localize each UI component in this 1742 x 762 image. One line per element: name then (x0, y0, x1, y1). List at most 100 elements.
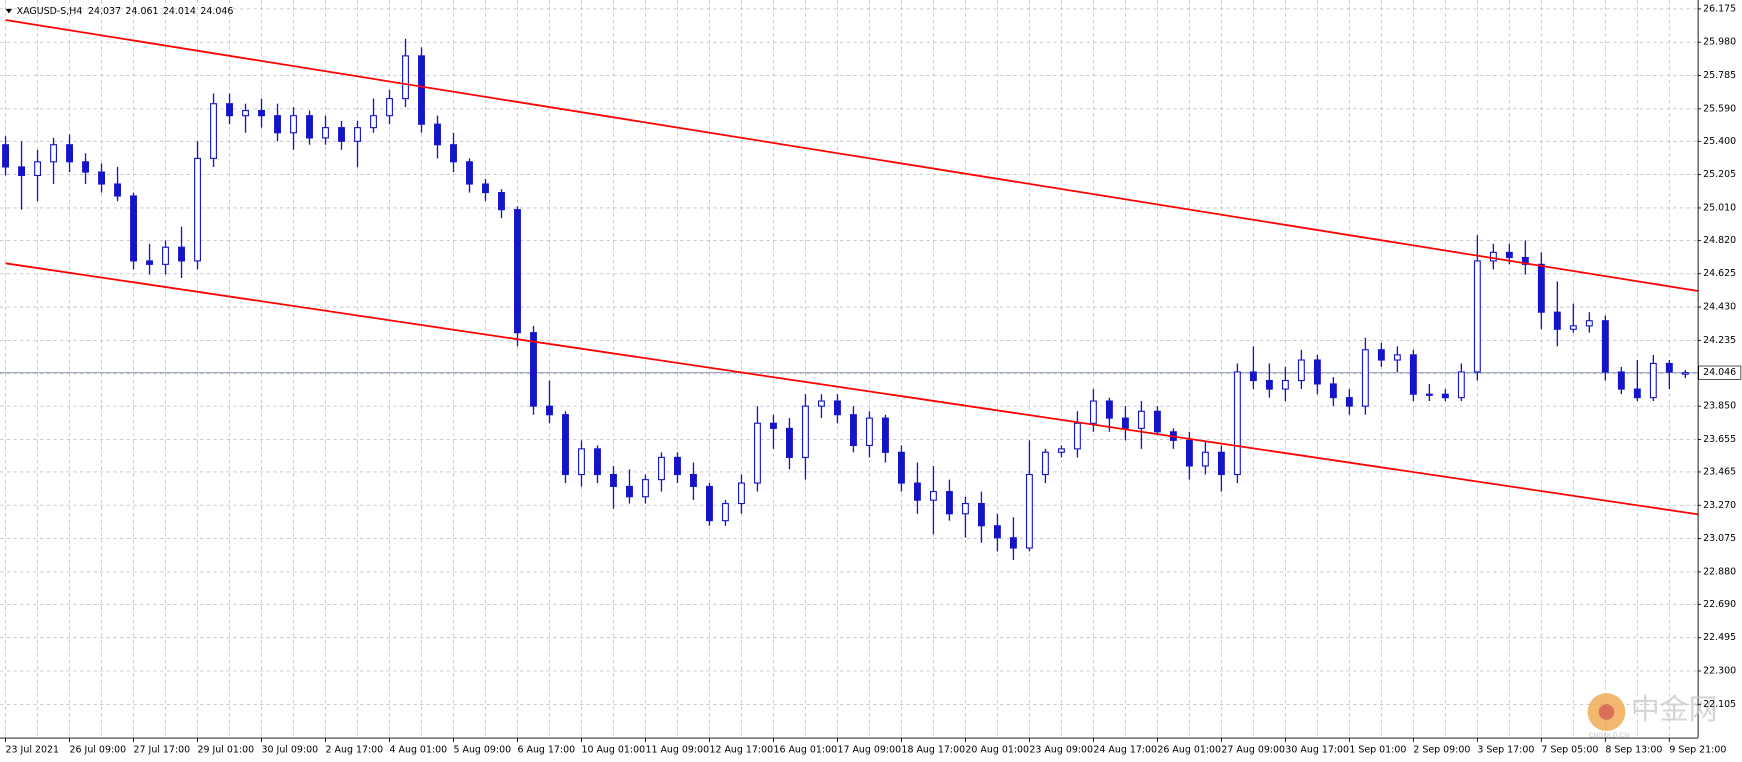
menu-arrow[interactable] (5, 8, 13, 14)
watermark-logo (1598, 704, 1615, 720)
candle-body (866, 417, 873, 447)
candle-body (514, 209, 521, 334)
candle-body (242, 109, 249, 117)
candle-body (546, 405, 553, 416)
y-tick-label: 24.430 (1703, 302, 1736, 313)
candle-body (1537, 263, 1545, 313)
candle-body (770, 422, 777, 429)
candle-body (1281, 379, 1289, 390)
y-tick-label: 22.105 (1703, 699, 1736, 710)
candle-body (1569, 325, 1577, 330)
candle-body (338, 127, 345, 142)
candle-body (658, 456, 665, 481)
candle-body (1377, 349, 1385, 361)
candle-body (1425, 393, 1433, 396)
candle-body (993, 525, 1001, 539)
candle-body (290, 115, 297, 134)
x-tick-label: 7 Sep 05:00 (1541, 744, 1598, 755)
candle-body (178, 246, 185, 262)
candle-body (1585, 320, 1593, 327)
candle-body (418, 55, 425, 125)
candle-body (450, 144, 457, 163)
candle-body (1521, 256, 1529, 265)
candle-body (306, 115, 313, 139)
y-tick-label: 25.205 (1703, 169, 1736, 180)
watermark-name: 中金网 (1631, 692, 1718, 726)
candle-body (1185, 439, 1193, 467)
candle-body (690, 473, 697, 488)
x-tick-label: 26 Jul 09:00 (70, 744, 127, 755)
x-tick-label: 17 Aug 09:00 (837, 744, 901, 755)
x-tick-label: 27 Jul 17:00 (134, 744, 191, 755)
candle-body (482, 183, 489, 194)
candle-body (929, 491, 937, 501)
x-tick-label: 23 Jul 2021 (6, 744, 59, 755)
candle-body (674, 456, 681, 476)
candle-body (498, 192, 505, 211)
candle-body (194, 157, 201, 262)
candle-body (1057, 448, 1065, 453)
x-tick-label: 1 Sep 01:00 (1349, 744, 1406, 755)
x-tick-label: 12 Aug 17:00 (709, 744, 773, 755)
x-tick-label: 23 Aug 09:00 (1029, 744, 1093, 755)
x-tick-label: 6 Aug 17:00 (517, 744, 575, 755)
y-tick-label: 25.010 (1703, 202, 1736, 213)
candle-body (1009, 537, 1017, 549)
y-tick-label: 23.465 (1703, 466, 1736, 477)
candle-body (226, 103, 233, 117)
candle-body (818, 400, 825, 407)
candle-body (1153, 410, 1161, 433)
x-tick-label: 9 Sep 21:00 (1669, 744, 1726, 755)
candle-body (913, 482, 921, 501)
x-tick-label: 10 Aug 01:00 (581, 744, 645, 755)
candle-body (1361, 349, 1369, 407)
x-tick-label: 24 Aug 17:00 (1093, 744, 1157, 755)
candle-body (945, 491, 953, 515)
y-tick-label: 23.655 (1703, 434, 1736, 445)
candle-body (162, 246, 169, 265)
candle-body (754, 422, 761, 484)
candle-body (1617, 371, 1625, 390)
candle-body (1121, 417, 1129, 429)
candle-body (370, 115, 377, 129)
x-tick-label: 29 Jul 01:00 (198, 744, 255, 755)
y-tick-label: 25.590 (1703, 103, 1736, 114)
x-tick-label: 30 Aug 17:00 (1285, 744, 1349, 755)
candle-body (402, 55, 409, 100)
candle-body (1457, 371, 1465, 399)
candle-body (786, 427, 793, 458)
candle-body (977, 502, 985, 527)
candle-body (354, 127, 361, 142)
candle-body (1297, 359, 1305, 382)
candle-body (146, 260, 153, 265)
candle-body (1409, 354, 1417, 395)
candle-body (1649, 362, 1657, 399)
candle-body (82, 161, 89, 173)
y-tick-label: 23.270 (1703, 500, 1736, 511)
candle-body (961, 502, 969, 515)
candle-body (1553, 311, 1561, 330)
candle-body (1329, 383, 1337, 399)
candle-body (530, 332, 537, 407)
candle-body (1073, 422, 1081, 450)
candle-body (114, 183, 121, 197)
candle-body (1601, 320, 1609, 373)
x-tick-label: 27 Aug 09:00 (1221, 744, 1285, 755)
x-tick-label: 30 Jul 09:00 (262, 744, 319, 755)
y-tick-label: 24.625 (1703, 268, 1736, 279)
candle-body (881, 417, 889, 453)
symbol: XAGUSD-S,H4 (17, 6, 83, 17)
candle-body (834, 400, 841, 416)
y-tick-label: 25.980 (1703, 37, 1736, 48)
x-tick-label: 11 Aug 09:00 (645, 744, 709, 755)
candle-body (1633, 388, 1641, 399)
x-tick-label: 2 Sep 09:00 (1413, 744, 1470, 755)
candle-body (578, 448, 585, 476)
candle-body (66, 144, 73, 163)
candle-body (610, 473, 617, 488)
x-tick-label: 3 Sep 17:00 (1477, 744, 1534, 755)
candle-body (626, 485, 633, 498)
candle-body (850, 414, 857, 447)
candle-body (130, 195, 137, 262)
